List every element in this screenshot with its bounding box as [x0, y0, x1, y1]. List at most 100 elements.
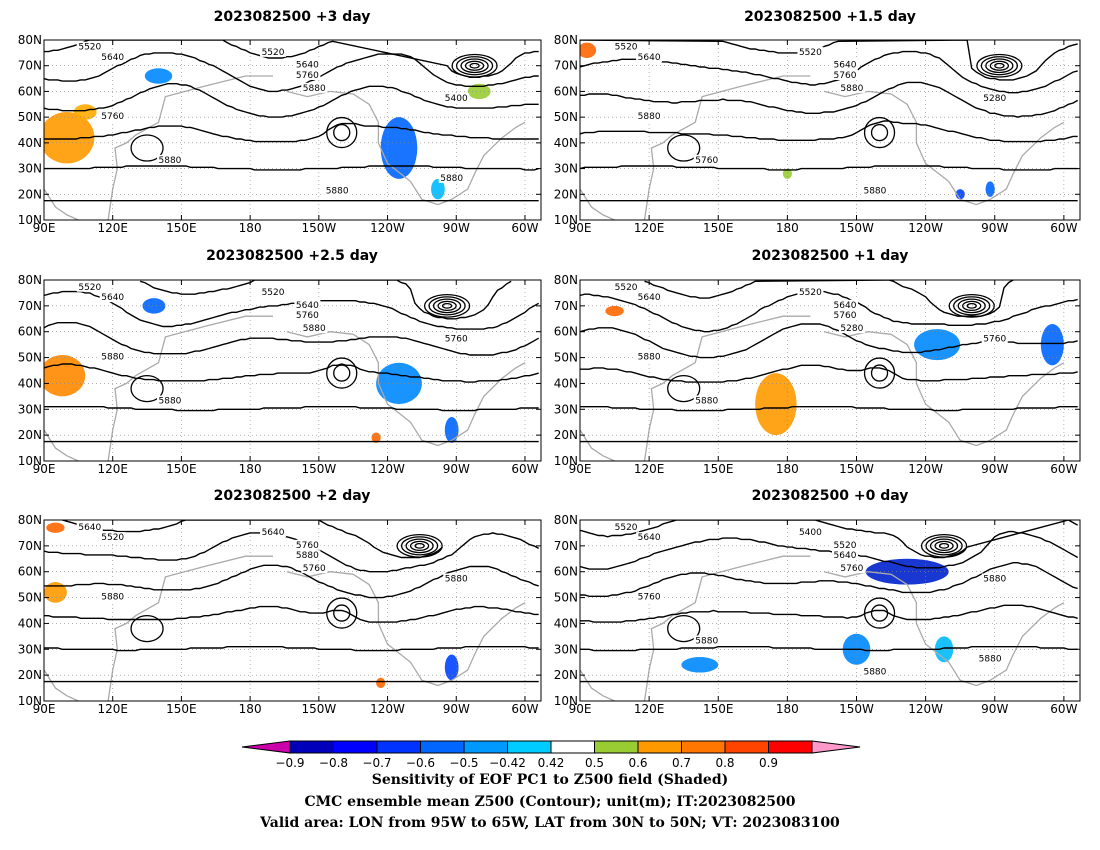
contour-label: 5880 [638, 112, 661, 122]
contour-label-bg [443, 93, 470, 104]
contour-label-bg [156, 395, 183, 406]
contour-line [580, 165, 1078, 171]
contour-line [44, 406, 539, 412]
contour-line [62, 520, 443, 559]
lat-tick-label: 70N [554, 59, 578, 73]
contour-line [44, 605, 539, 623]
contour-line [948, 293, 995, 318]
colorbar-tick-label: −0.8 [319, 756, 348, 770]
lon-tick-label: 180 [239, 702, 262, 716]
contour-line [326, 357, 358, 389]
contour-label: 5880 [638, 353, 661, 363]
contour-line [326, 597, 358, 629]
contour-line [985, 58, 1014, 74]
contour-label-bg [301, 323, 328, 334]
map-frame [43, 39, 542, 221]
lon-tick-label: 90E [569, 221, 592, 235]
contour-label-bg [797, 286, 824, 297]
lat-tick-label: 60N [554, 84, 578, 98]
colorbar-tick-label: −0.7 [362, 756, 391, 770]
contour-label-bg [831, 550, 858, 561]
lon-tick-label: 120W [370, 462, 405, 476]
colorbar-tick-label: −0.6 [406, 756, 435, 770]
sensitivity-shade [605, 305, 624, 317]
coastline [44, 188, 79, 220]
coastline [107, 555, 273, 701]
contour-line [437, 300, 457, 312]
sensitivity-shade [444, 417, 459, 443]
contour-label-bg [301, 563, 328, 574]
contour-line [863, 357, 896, 389]
contour-label: 5280 [840, 324, 863, 334]
map-frame [579, 39, 1081, 221]
contour-line [451, 53, 498, 78]
contour-label-bg [797, 46, 824, 57]
contour-line [580, 604, 1078, 623]
lat-tick-label: 30N [18, 642, 42, 656]
sensitivity-shade [44, 112, 95, 164]
coastline [643, 315, 811, 461]
contour-label-bg [636, 292, 663, 303]
contour-line [580, 406, 1078, 412]
coastline [824, 90, 1065, 206]
contour-label: 5880 [296, 551, 319, 561]
contour-line [464, 60, 485, 71]
contour-line [580, 530, 1079, 570]
contour-label-bg [294, 70, 321, 80]
lon-tick-label: 120E [634, 221, 665, 235]
lon-tick-label: 60W [1050, 221, 1077, 235]
lon-tick-label: 90E [33, 702, 56, 716]
contour-line [644, 280, 1014, 317]
contour-line [432, 298, 462, 314]
lat-tick-label: 30N [554, 402, 578, 416]
contour-label-bg [861, 185, 888, 196]
sensitivity-shade [46, 522, 65, 533]
contour-label: 5520 [834, 541, 857, 551]
sensitivity-shade [142, 298, 166, 314]
lon-tick-label: 150W [839, 702, 874, 716]
colorbar-box [376, 740, 421, 754]
contour-line [44, 40, 539, 78]
contour-label: 5760 [834, 71, 857, 81]
lat-tick-label: 40N [18, 136, 42, 150]
contour-label: 5880 [159, 156, 182, 166]
contour-label: 5520 [615, 283, 638, 293]
lon-tick-label: 150W [839, 221, 874, 235]
colorbar-box [637, 740, 682, 754]
lon-tick-label: 120W [370, 221, 405, 235]
lon-tick-label: 120W [908, 702, 943, 716]
contour-label: 5640 [834, 301, 857, 311]
contour-label-bg [831, 310, 858, 321]
contour-label-bg [838, 82, 865, 93]
coastline [286, 90, 526, 206]
colorbar-box [768, 740, 813, 754]
sensitivity-shade [914, 329, 961, 361]
contour-label: 5520 [799, 48, 822, 58]
lon-tick-label: 120W [908, 221, 943, 235]
lon-tick-label: 150W [301, 462, 336, 476]
sensitivity-shade [580, 42, 597, 58]
contour-label: 5640 [78, 523, 101, 533]
lon-tick-label: 150W [301, 221, 336, 235]
coastline [824, 571, 1065, 687]
lat-tick-label: 20N [554, 668, 578, 682]
sensitivity-shade [376, 362, 422, 405]
contour-label: 5640 [262, 528, 285, 538]
contour-line [989, 60, 1010, 71]
contour-line [44, 83, 539, 118]
lat-tick-label: 40N [554, 136, 578, 150]
lon-tick-label: 150E [166, 702, 197, 716]
panel-p15: 2023082500 +1.5 day 55205640552056405760… [554, 9, 1081, 235]
lat-tick-label: 10N [18, 213, 42, 227]
contour-label-bg [294, 550, 321, 561]
contour-line [130, 614, 164, 643]
contour-line [667, 614, 701, 643]
sensitivity-shade [73, 104, 97, 120]
lat-tick-label: 10N [18, 454, 42, 468]
colorbar: −0.9 −0.8 −0.7 −0.6 −0.5 −0.42 0.42 0.5 0.6 0.7 0.… [241, 740, 861, 770]
contour-label-bg [294, 539, 321, 550]
contour-label: 5640 [834, 551, 857, 561]
contour-label: 5760 [638, 593, 661, 603]
contour-line [667, 374, 701, 403]
lon-tick-label: 150E [703, 462, 734, 476]
